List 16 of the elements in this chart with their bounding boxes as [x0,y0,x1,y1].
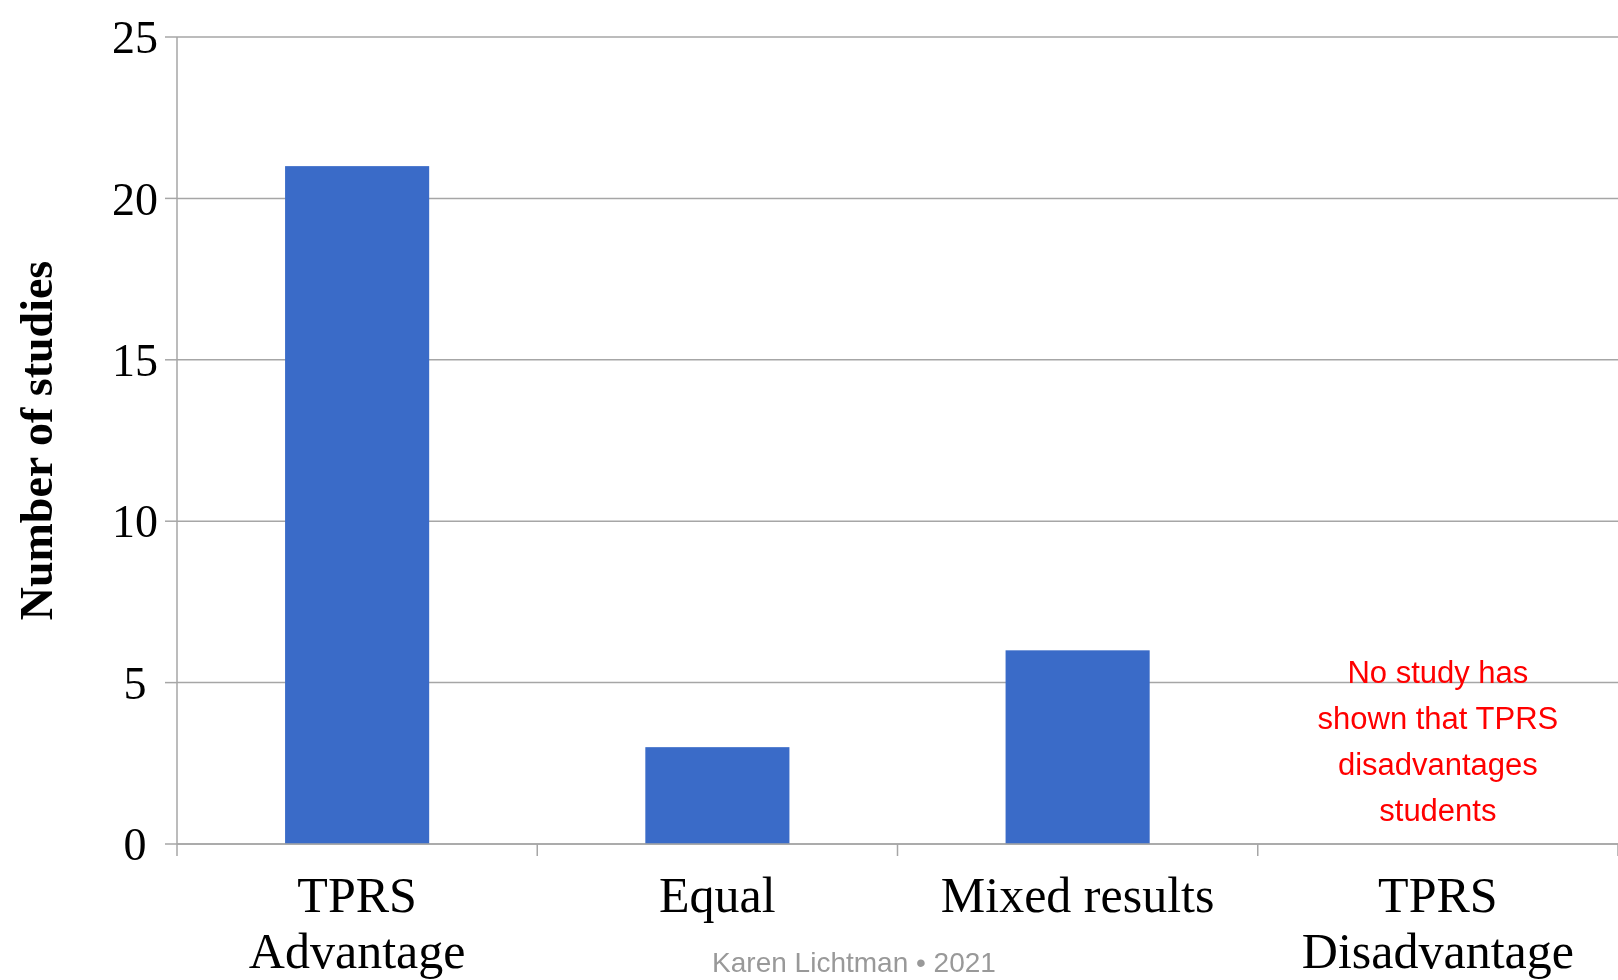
x-tick-label: TPRS Advantage [248,867,466,979]
y-tick-label: 15 [112,334,158,386]
x-tick-label: TPRS Disadvantage [1301,867,1574,979]
x-tick-label: Mixed results [940,867,1215,923]
y-tick-label: 10 [112,496,158,548]
bar [1005,650,1150,844]
annotation: No study has shown that TPRS disadvantages students [1317,654,1559,828]
x-tick-label: Equal [659,867,776,923]
y-tick-label: 25 [112,12,158,64]
bar [285,166,430,844]
y-tick-label: 20 [112,173,158,225]
y-axis-title: Number of studies [11,260,62,621]
text: Karen Lichtman • 2021 [712,947,996,978]
y-tick-label: 5 [123,657,147,709]
y-tick-label: 0 [123,819,147,871]
bar [645,747,790,844]
